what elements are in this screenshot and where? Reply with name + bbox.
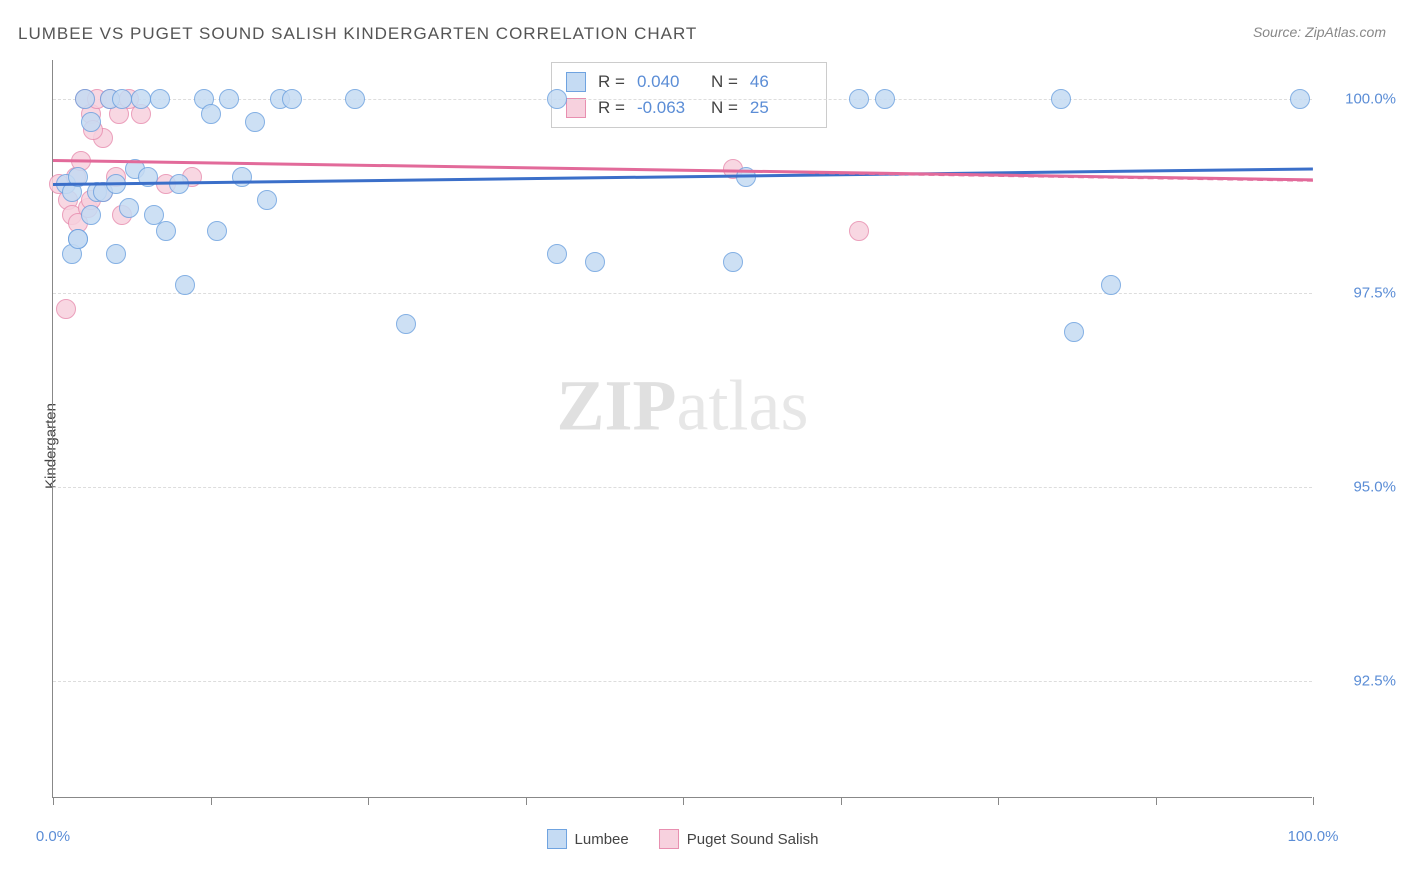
x-tick	[526, 797, 527, 805]
x-tick-label: 0.0%	[36, 828, 70, 845]
y-tick-label: 95.0%	[1322, 479, 1396, 496]
stats-n-label: N =	[711, 98, 738, 118]
scatter-marker	[68, 229, 88, 249]
legend-label: Lumbee	[575, 831, 629, 848]
stats-n-value: 46	[750, 72, 812, 92]
watermark-bold: ZIP	[557, 366, 677, 446]
legend-label: Puget Sound Salish	[687, 831, 819, 848]
scatter-marker	[1051, 89, 1071, 109]
scatter-marker	[257, 190, 277, 210]
gridline	[53, 487, 1312, 488]
scatter-marker	[585, 252, 605, 272]
x-tick	[368, 797, 369, 805]
x-tick	[683, 797, 684, 805]
x-tick-label: 100.0%	[1288, 828, 1339, 845]
stats-swatch	[566, 72, 586, 92]
legend-item: Lumbee	[547, 829, 629, 849]
scatter-marker	[875, 89, 895, 109]
legend: Lumbee Puget Sound Salish	[547, 829, 819, 849]
scatter-marker	[547, 89, 567, 109]
scatter-marker	[396, 314, 416, 334]
stats-swatch	[566, 98, 586, 118]
scatter-marker	[112, 89, 132, 109]
scatter-marker	[81, 205, 101, 225]
source-label: Source: ZipAtlas.com	[1253, 24, 1386, 40]
scatter-marker	[156, 221, 176, 241]
stats-r-value: -0.063	[637, 98, 699, 118]
x-tick	[1156, 797, 1157, 805]
scatter-marker	[1101, 275, 1121, 295]
x-tick	[841, 797, 842, 805]
gridline	[53, 99, 1312, 100]
scatter-marker	[723, 252, 743, 272]
plot-area: ZIPatlas R =0.040N =46R =-0.063N =25 Lum…	[52, 60, 1312, 798]
stats-r-label: R =	[598, 98, 625, 118]
gridline	[53, 293, 1312, 294]
scatter-marker	[245, 112, 265, 132]
x-tick	[998, 797, 999, 805]
stats-box: R = 0.040 N = 46 R = -0.063 N = 25	[551, 62, 827, 128]
scatter-marker	[1064, 322, 1084, 342]
scatter-marker	[849, 221, 869, 241]
chart-title: LUMBEE VS PUGET SOUND SALISH KINDERGARTE…	[18, 24, 697, 44]
stats-row: R = 0.040 N = 46	[566, 69, 812, 95]
scatter-marker	[119, 198, 139, 218]
scatter-marker	[547, 244, 567, 264]
watermark-light: atlas	[677, 366, 809, 446]
legend-swatch	[547, 829, 567, 849]
gridline	[53, 681, 1312, 682]
scatter-marker	[201, 104, 221, 124]
scatter-marker	[75, 89, 95, 109]
scatter-marker	[81, 112, 101, 132]
stats-r-label: R =	[598, 72, 625, 92]
x-tick	[53, 797, 54, 805]
x-tick	[1313, 797, 1314, 805]
legend-item: Puget Sound Salish	[659, 829, 819, 849]
scatter-marker	[106, 244, 126, 264]
legend-swatch	[659, 829, 679, 849]
scatter-marker	[150, 89, 170, 109]
watermark: ZIPatlas	[557, 365, 809, 448]
x-tick	[211, 797, 212, 805]
scatter-marker	[131, 89, 151, 109]
scatter-marker	[849, 89, 869, 109]
stats-r-value: 0.040	[637, 72, 699, 92]
scatter-marker	[1290, 89, 1310, 109]
scatter-marker	[345, 89, 365, 109]
stats-n-label: N =	[711, 72, 738, 92]
y-tick-label: 97.5%	[1322, 285, 1396, 302]
y-tick-label: 100.0%	[1322, 90, 1396, 107]
scatter-marker	[175, 275, 195, 295]
y-tick-label: 92.5%	[1322, 673, 1396, 690]
scatter-marker	[56, 299, 76, 319]
scatter-marker	[219, 89, 239, 109]
stats-n-value: 25	[750, 98, 812, 118]
scatter-marker	[282, 89, 302, 109]
scatter-marker	[207, 221, 227, 241]
